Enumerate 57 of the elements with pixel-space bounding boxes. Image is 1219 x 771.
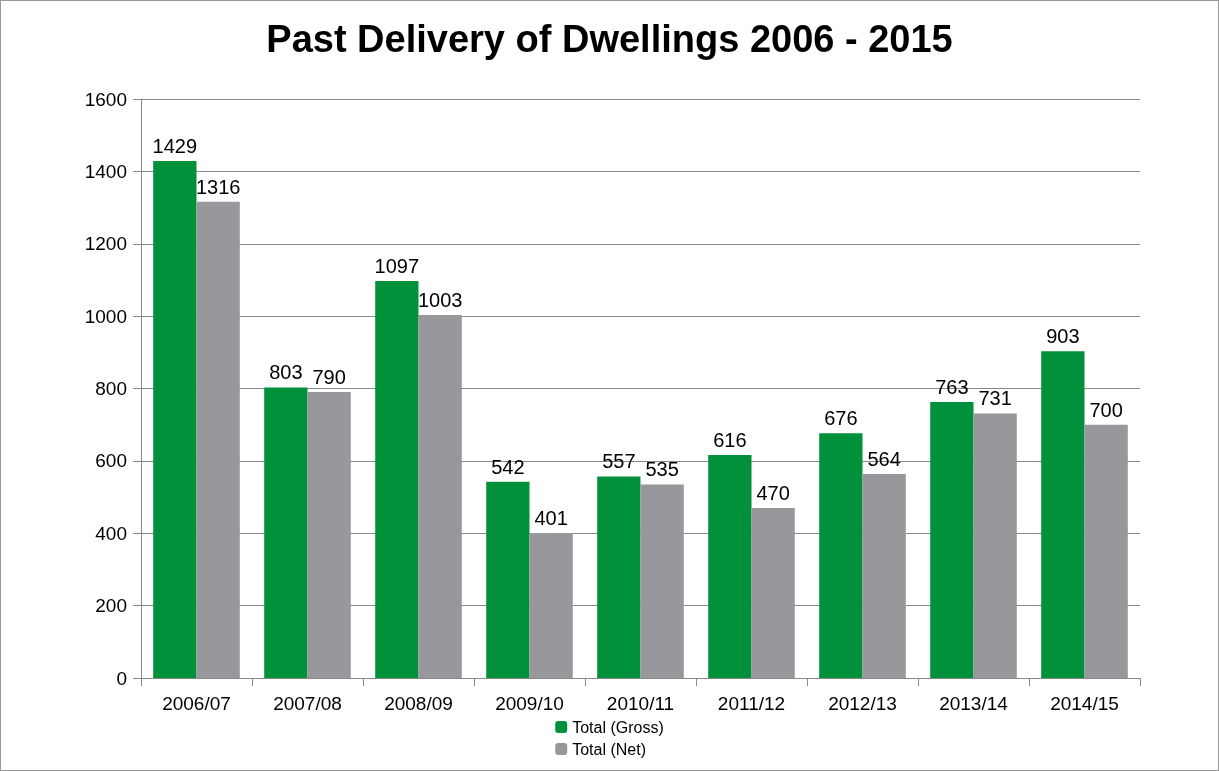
y-tick-label: 1600 <box>84 88 127 110</box>
x-tick-label: 2007/08 <box>273 693 342 714</box>
bar <box>597 476 641 678</box>
y-tick-label: 0 <box>116 667 127 689</box>
bar <box>973 413 1017 678</box>
data-label: 470 <box>756 481 790 504</box>
y-tick-label: 200 <box>95 595 127 617</box>
x-tick-label: 2010/11 <box>606 693 675 714</box>
data-label: 542 <box>491 455 525 478</box>
bar <box>1084 424 1128 678</box>
bar <box>307 392 351 678</box>
data-label: 1097 <box>374 255 420 278</box>
data-label: 401 <box>534 506 568 529</box>
data-label: 1316 <box>195 175 241 198</box>
data-label: 557 <box>602 450 636 473</box>
bar <box>418 315 462 678</box>
legend-label: Total (Net) <box>572 740 647 758</box>
bar <box>708 455 752 678</box>
bar <box>862 473 906 678</box>
data-label: 564 <box>867 447 901 470</box>
bar <box>153 160 197 678</box>
y-tick-label: 400 <box>95 522 127 544</box>
x-tick-label: 2009/10 <box>495 693 564 714</box>
y-tick-label: 800 <box>95 378 127 399</box>
bar <box>1041 351 1085 678</box>
y-tick-label: 1000 <box>84 305 127 327</box>
bar <box>930 401 974 678</box>
data-label: 1429 <box>152 134 198 157</box>
data-label: 763 <box>935 375 969 398</box>
data-label: 700 <box>1089 398 1123 421</box>
data-label: 676 <box>824 407 858 430</box>
bar <box>529 532 573 678</box>
bar <box>375 281 419 678</box>
data-label: 903 <box>1046 325 1080 348</box>
data-label: 535 <box>645 458 679 481</box>
bar <box>640 484 684 678</box>
bar <box>751 507 795 678</box>
legend-label: Total (Gross) <box>572 718 664 736</box>
bar <box>196 201 240 678</box>
data-label: 616 <box>713 429 747 452</box>
data-label: 790 <box>312 366 346 389</box>
bar <box>486 481 530 678</box>
x-tick-label: 2014/15 <box>1050 693 1119 714</box>
data-label: 1003 <box>417 289 463 312</box>
data-label: 803 <box>269 361 303 384</box>
x-tick-label: 2011/12 <box>717 693 786 714</box>
x-tick-label: 2008/09 <box>384 693 453 714</box>
x-tick-label: 2012/13 <box>828 693 897 714</box>
y-tick-label: 1400 <box>84 160 127 182</box>
x-tick-label: 2013/14 <box>939 693 1009 714</box>
y-tick-label: 1200 <box>84 233 127 255</box>
chart-title: Past Delivery of Dwellings 2006 - 2015 <box>266 18 953 60</box>
x-tick-label: 2006/07 <box>162 693 231 714</box>
bar <box>819 433 863 678</box>
bar <box>264 387 308 678</box>
data-label: 731 <box>978 387 1012 410</box>
y-tick-label: 600 <box>95 450 127 472</box>
